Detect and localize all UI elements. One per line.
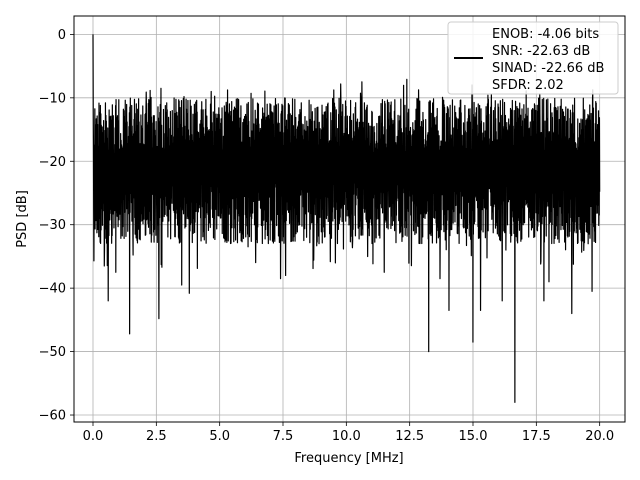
y-tick-label: −30 <box>39 218 66 233</box>
x-tick-label: 0.0 <box>83 429 104 444</box>
y-tick-label: −50 <box>39 345 66 360</box>
psd-trace <box>92 34 601 403</box>
legend-entry-sfdr: SFDR: 2.02 <box>492 78 564 93</box>
legend-entry-enob: ENOB: -4.06 bits <box>492 27 599 42</box>
x-tick-label: 15.0 <box>459 429 488 444</box>
legend: ENOB: -4.06 bits SNR: -22.63 dB SINAD: -… <box>447 21 619 95</box>
y-tick-label: −10 <box>39 91 66 106</box>
x-tick-label: 5.0 <box>209 429 230 444</box>
legend-entry-sinad: SINAD: -22.66 dB <box>492 61 604 76</box>
series-group <box>92 34 601 403</box>
x-tick-label: 10.0 <box>332 429 361 444</box>
y-axis-label: PSD [dB] <box>15 190 30 248</box>
x-tick-label: 17.5 <box>522 429 551 444</box>
x-axis-label: Frequency [MHz] <box>294 451 403 466</box>
y-ticks: 0 −10 −20 −30 −40 −50 −60 <box>39 28 74 424</box>
y-tick-label: −40 <box>39 282 66 297</box>
x-tick-label: 2.5 <box>146 429 167 444</box>
legend-box <box>447 21 619 95</box>
x-tick-label: 20.0 <box>585 429 614 444</box>
legend-entry-snr: SNR: -22.63 dB <box>492 44 590 59</box>
y-tick-label: 0 <box>58 28 66 43</box>
y-tick-label: −20 <box>39 155 66 170</box>
x-ticks: 0.0 2.5 5.0 7.5 10.0 12.5 15.0 17.5 20.0 <box>83 422 614 444</box>
x-tick-label: 12.5 <box>395 429 424 444</box>
y-tick-label: −60 <box>39 409 66 424</box>
plot-frame <box>73 15 626 423</box>
x-tick-label: 7.5 <box>273 429 294 444</box>
